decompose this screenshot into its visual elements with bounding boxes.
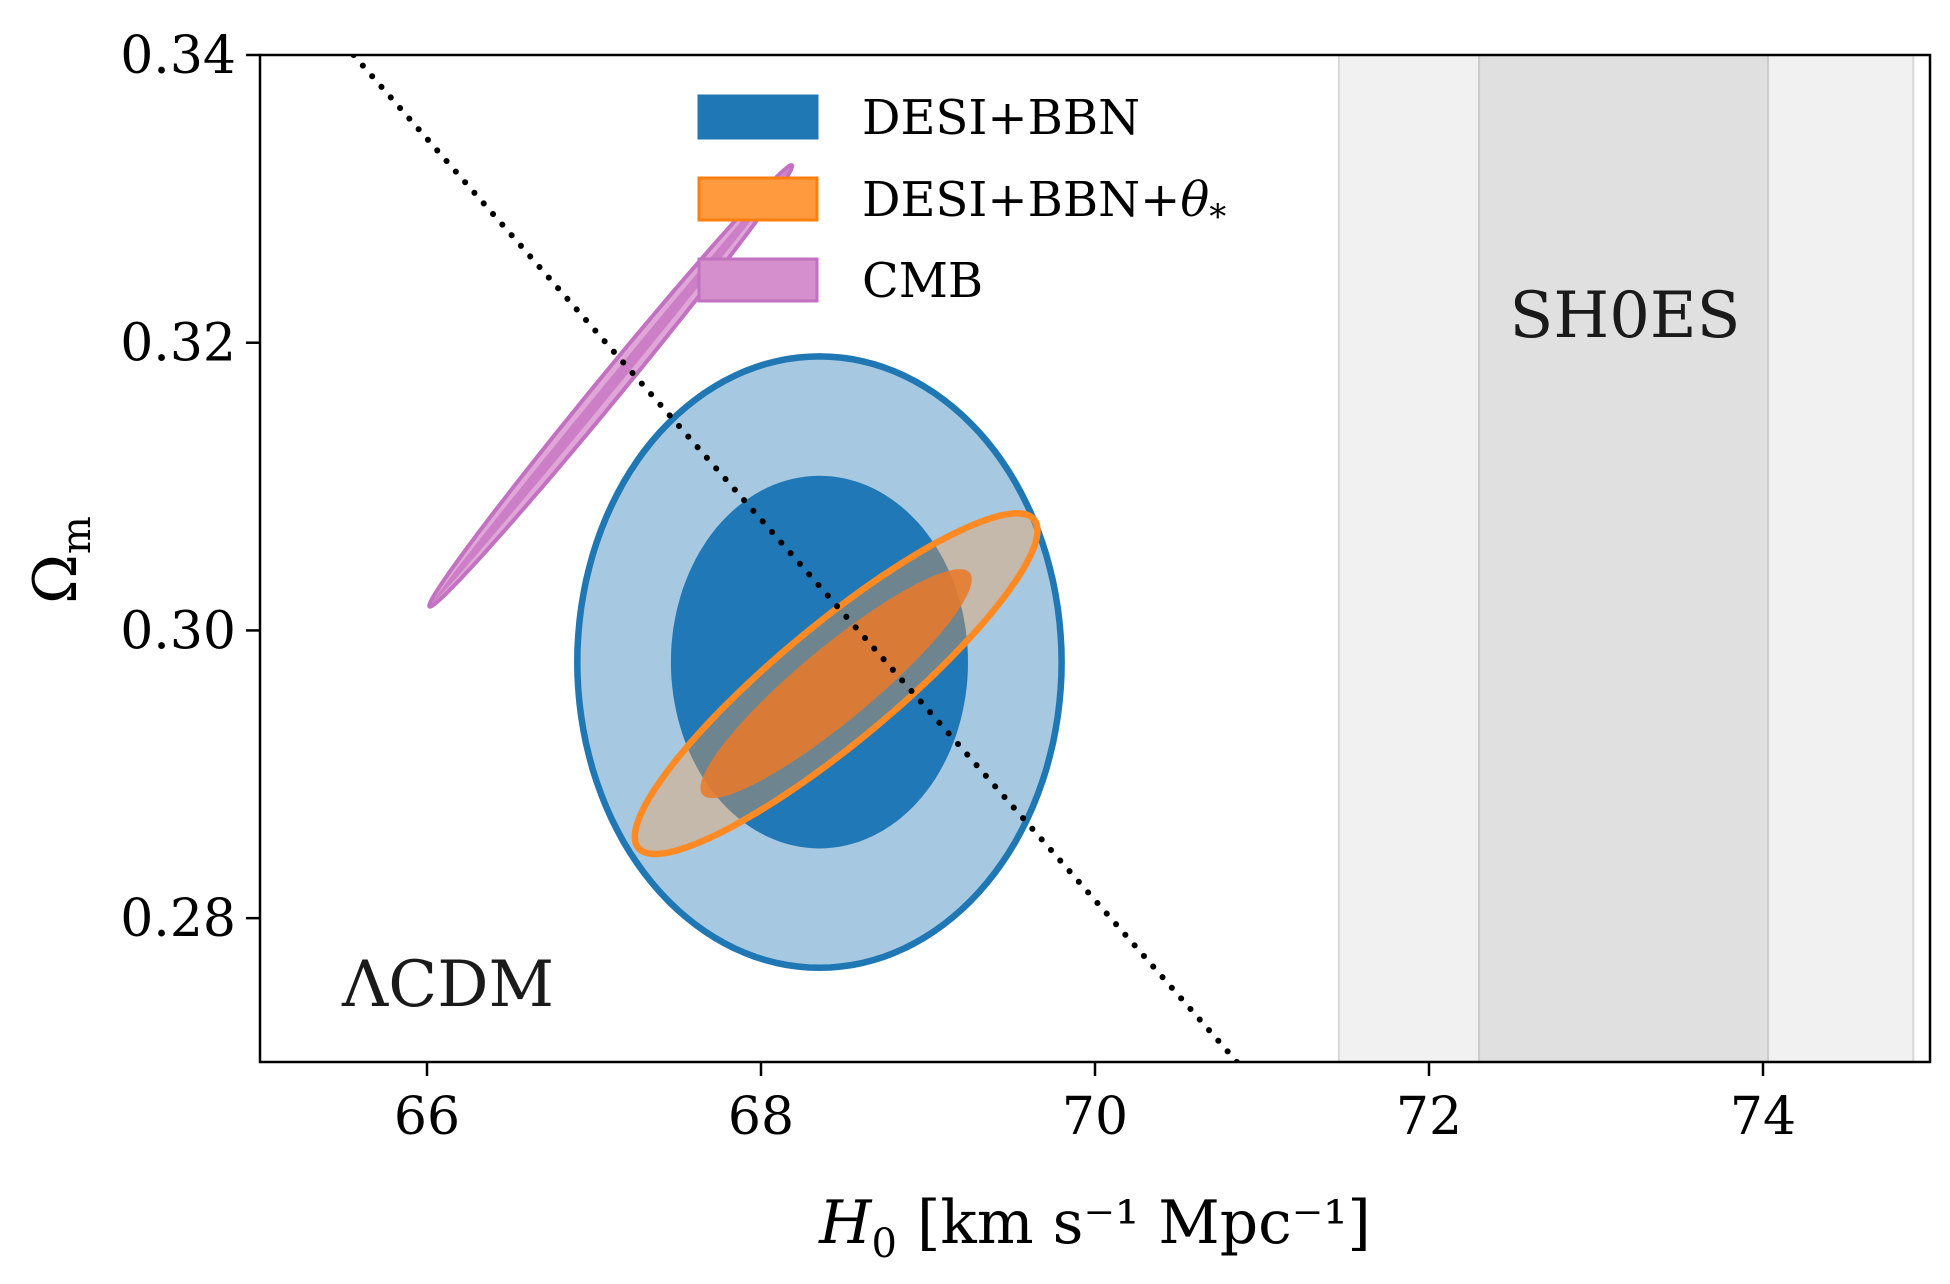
plot-area [350,55,1915,1062]
shoes-inner-band [1478,55,1770,1062]
legend-label-cmb: CMB [862,253,983,309]
x-axis-title-units: [km s⁻¹ Mpc⁻¹] [917,1188,1371,1258]
legend-swatch-desi-bbn [697,94,819,140]
x-tick-label: 66 [394,1087,460,1147]
legend-swatch-desi-bbn-theta [697,176,819,222]
y-tick-label: 0.28 [120,889,236,949]
legend-label-desi-bbn: DESI+BBN [862,90,1140,146]
x-tick-label: 70 [1062,1087,1128,1147]
degeneracy-line [350,55,1240,1062]
legend-label-desi-bbn-theta: DESI+BBN+θ* [862,172,1226,237]
legend-label-theta-subscript: * [1209,197,1226,237]
legend-label-theta-symbol: θ [1180,172,1209,228]
model-label: ΛCDM [341,948,554,1022]
x-axis-title-subscript: 0 [871,1221,896,1267]
legend-label-desi-bbn-theta-main: DESI+BBN+ [862,172,1180,228]
x-axis-title-main: H [818,1188,873,1258]
shoes-bands [1337,55,1915,1062]
y-axis: 0.28 0.30 0.32 0.34 [120,26,260,949]
y-axis-title-main: Ω [21,554,91,604]
x-tick-label: 68 [728,1087,794,1147]
y-axis-title: Ωm [21,516,100,604]
y-axis-title-subscript: m [54,516,100,554]
x-tick-label: 74 [1730,1087,1796,1147]
x-tick-label: 72 [1396,1087,1462,1147]
y-tick-label: 0.30 [120,601,236,661]
x-axis-title: H0 [km s⁻¹ Mpc⁻¹] [818,1188,1371,1267]
legend: DESI+BBN DESI+BBN+θ* CMB [697,90,1226,309]
contour-desi-bbn-theta-1sigma [700,569,972,799]
legend-swatch-cmb [697,257,819,303]
x-axis: 66 68 70 72 74 [394,1062,1796,1147]
shoes-label: SH0ES [1510,279,1741,353]
y-tick-label: 0.32 [120,314,236,374]
y-tick-label: 0.34 [120,26,236,86]
